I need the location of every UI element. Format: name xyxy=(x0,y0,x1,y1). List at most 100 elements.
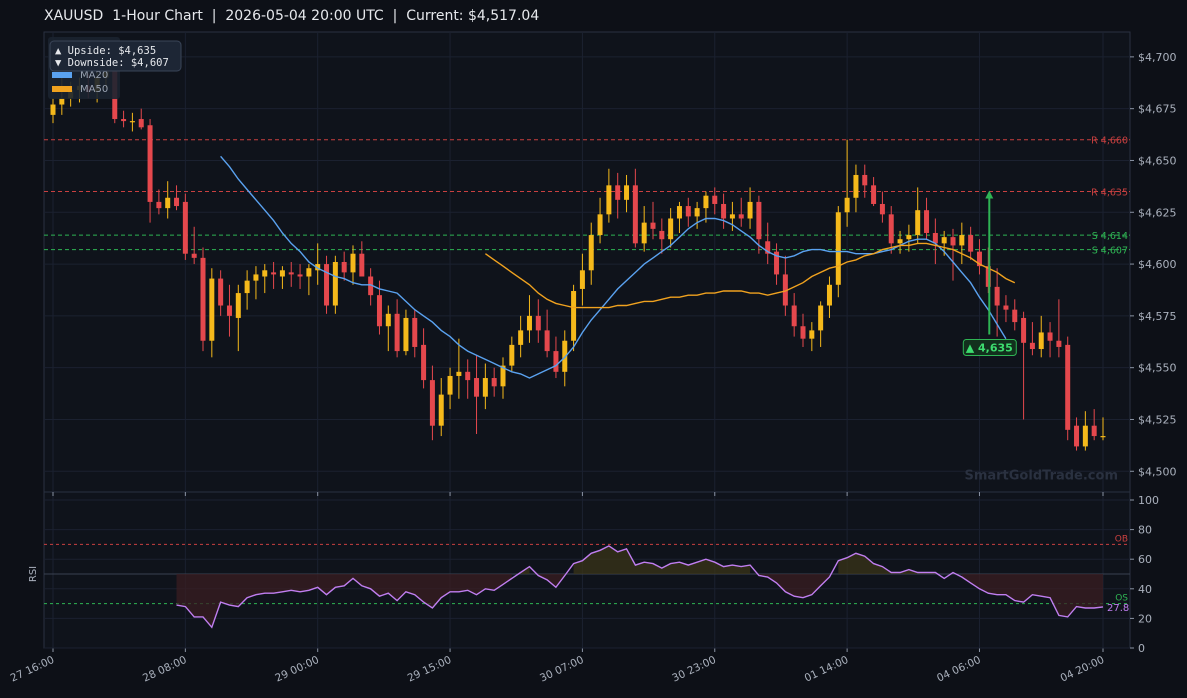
candle-body xyxy=(685,206,691,217)
target-arrow-head xyxy=(985,190,994,199)
rsi-line xyxy=(176,545,1104,629)
x-tick-label: 29 00:00 xyxy=(273,654,321,685)
candle-body xyxy=(182,201,188,254)
candle-body xyxy=(421,344,427,381)
candle-body xyxy=(50,104,56,115)
candle-body xyxy=(712,195,718,204)
x-tick-label: 30 07:00 xyxy=(538,654,586,685)
candle-body xyxy=(553,351,559,372)
x-tick-label: 29 15:00 xyxy=(406,654,454,685)
candle-body xyxy=(262,270,268,277)
candle-body xyxy=(526,315,532,331)
candle-body xyxy=(1091,425,1097,437)
candle-body xyxy=(235,293,241,318)
rsi-current-value: 27.8 xyxy=(1107,603,1129,614)
support-level-label: S 4,607 xyxy=(1092,246,1128,257)
candle-body xyxy=(897,239,903,244)
candle-body xyxy=(791,305,797,327)
price-tick-label: $4,500 xyxy=(1138,465,1177,478)
rsi-tick-label: 20 xyxy=(1138,612,1152,625)
candle-body xyxy=(1003,305,1009,310)
x-tick-label: 28 08:00 xyxy=(141,654,189,685)
candle-body xyxy=(59,98,65,105)
candle-body xyxy=(456,371,462,376)
rsi-tick-label: 60 xyxy=(1138,553,1152,566)
resistance-level-label: R 4,635 xyxy=(1091,188,1128,199)
candle-body xyxy=(747,201,753,219)
candle-body xyxy=(659,230,665,240)
candle-body xyxy=(632,185,638,244)
candle-body xyxy=(165,197,171,209)
candle-body xyxy=(332,262,338,306)
candle-body xyxy=(129,121,135,123)
price-tick-label: $4,575 xyxy=(1138,310,1177,323)
candle-body xyxy=(835,212,841,285)
candle-body xyxy=(1012,309,1018,323)
rsi-tick-label: 80 xyxy=(1138,524,1152,537)
candle-body xyxy=(209,278,215,341)
candle-body xyxy=(1038,332,1044,350)
candle-body xyxy=(226,305,232,316)
candle-body xyxy=(244,280,250,294)
candle-body xyxy=(359,253,365,277)
target-label: ▲ 4,635 xyxy=(966,342,1013,355)
price-panel xyxy=(43,31,1131,493)
candle-body xyxy=(809,330,815,339)
candle-body xyxy=(1082,425,1088,447)
candle-body xyxy=(959,235,965,246)
candle-body xyxy=(844,197,850,213)
candle-body xyxy=(1074,425,1080,447)
candle-body xyxy=(571,291,577,341)
candle-body xyxy=(544,330,550,352)
rsi-tick-label: 0 xyxy=(1138,642,1145,655)
price-tick-label: $4,625 xyxy=(1138,206,1177,219)
ma50-line xyxy=(484,242,1016,309)
candle-body xyxy=(950,237,956,246)
price-tick-label: $4,675 xyxy=(1138,103,1177,116)
rsi-bull-zone xyxy=(573,545,751,574)
candle-body xyxy=(147,125,153,202)
candle-body xyxy=(394,313,400,352)
candle-body xyxy=(597,214,603,236)
rsi-bear-zone xyxy=(176,574,512,628)
candle-body xyxy=(1047,332,1053,341)
candle-body xyxy=(615,185,621,200)
candle-body xyxy=(879,203,885,215)
price-tick-label: $4,550 xyxy=(1138,362,1177,375)
candle-body xyxy=(588,235,594,271)
candle-body xyxy=(888,214,894,244)
candle-body xyxy=(924,210,930,233)
legend-ma20-label: MA20 xyxy=(80,70,108,81)
legend-ma50-swatch xyxy=(52,86,72,92)
candle-body xyxy=(853,174,859,198)
candle-body xyxy=(324,264,330,306)
candle-body xyxy=(403,317,409,352)
watermark: SmartGoldTrade.com xyxy=(964,468,1118,483)
candle-body xyxy=(765,241,771,254)
candle-body xyxy=(1100,436,1106,438)
candle-body xyxy=(447,375,453,395)
candle-body xyxy=(976,251,982,267)
candle-body xyxy=(738,214,744,219)
x-tick-label: 01 14:00 xyxy=(803,654,851,685)
candle-body xyxy=(191,253,197,258)
candle-body xyxy=(376,295,382,327)
candle-body xyxy=(579,270,585,289)
candle-body xyxy=(994,286,1000,306)
candle-body xyxy=(1065,344,1071,430)
candle-body xyxy=(871,185,877,204)
candle-body xyxy=(650,222,656,229)
price-tick-label: $4,700 xyxy=(1138,51,1177,64)
candle-body xyxy=(862,174,868,186)
candle-body xyxy=(297,274,303,277)
upside-label: ▲ Upside: $4,635 xyxy=(55,45,156,57)
rsi-os-label: OS xyxy=(1115,594,1128,604)
x-tick-label: 27 16:00 xyxy=(9,654,57,685)
candle-body xyxy=(518,330,524,345)
candle-body xyxy=(368,276,374,296)
candle-body xyxy=(756,201,762,240)
candle-body xyxy=(138,119,144,128)
candle-body xyxy=(606,185,612,215)
candle-body xyxy=(474,378,480,397)
